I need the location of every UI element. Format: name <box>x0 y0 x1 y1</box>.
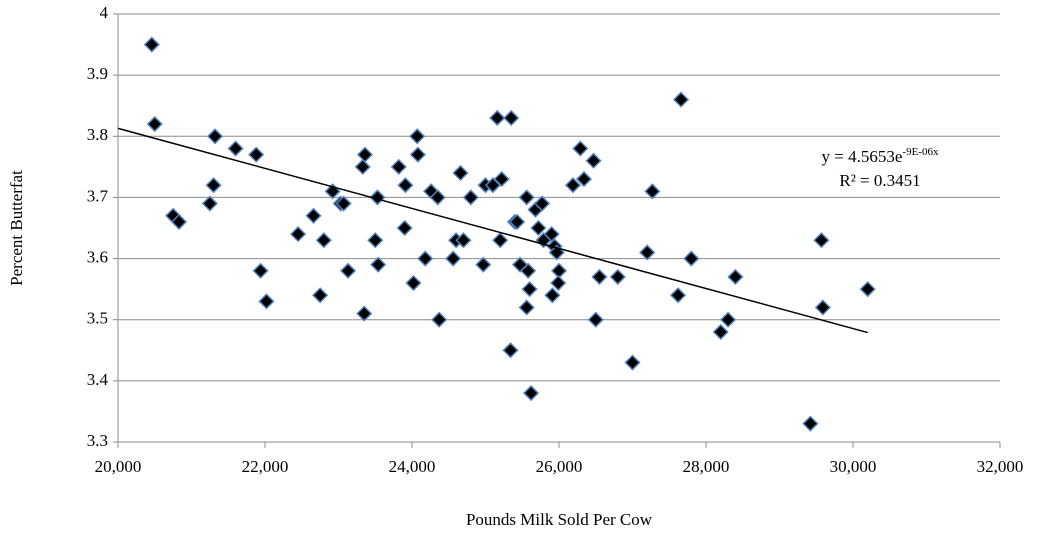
data-point <box>530 219 547 237</box>
data-point <box>521 281 538 298</box>
data-point <box>518 299 535 316</box>
y-tick-label: 4 <box>100 3 109 22</box>
x-tick-label: 30,000 <box>830 457 877 476</box>
data-point <box>550 262 568 279</box>
y-tick-label: 3.4 <box>87 370 109 389</box>
data-point <box>644 183 661 200</box>
data-point <box>462 189 479 206</box>
data-point <box>315 232 332 249</box>
data-point <box>206 128 224 145</box>
data-point <box>814 299 831 316</box>
data-point <box>509 213 526 230</box>
data-point <box>455 232 472 249</box>
x-axis-label: Pounds Milk Sold Per Cow <box>466 510 653 529</box>
data-point <box>367 232 384 249</box>
data-point <box>370 256 387 273</box>
data-point <box>727 268 744 285</box>
data-point <box>146 115 163 133</box>
data-point <box>305 207 322 224</box>
data-point <box>429 189 446 206</box>
x-tick-label: 26,000 <box>536 457 583 476</box>
y-tick-label: 3.8 <box>87 125 108 144</box>
x-tick-label: 28,000 <box>683 457 730 476</box>
data-point <box>534 195 551 212</box>
data-point <box>489 109 506 127</box>
x-tick-label: 20,000 <box>95 457 142 476</box>
data-point <box>258 293 275 310</box>
data-point <box>405 274 422 292</box>
data-point <box>518 189 535 206</box>
data-point <box>390 158 407 175</box>
data-point <box>409 146 426 163</box>
data-point <box>445 250 462 267</box>
data-point <box>369 189 386 206</box>
data-point <box>548 244 565 261</box>
data-point <box>248 146 265 163</box>
data-point <box>591 268 608 285</box>
data-point <box>335 195 352 212</box>
x-tick-label: 32,000 <box>977 457 1024 476</box>
data-point <box>409 128 426 145</box>
data-point <box>564 177 582 194</box>
y-tick-label: 3.5 <box>87 309 108 328</box>
data-point <box>339 262 357 279</box>
data-point <box>587 311 604 328</box>
data-point <box>170 213 188 230</box>
data-point <box>712 323 729 341</box>
data-point <box>572 140 589 157</box>
data-point <box>624 354 641 371</box>
data-point <box>201 195 218 212</box>
data-point <box>683 250 700 267</box>
data-point <box>609 268 626 285</box>
data-point <box>543 226 560 243</box>
r-squared: R² = 0.3451 <box>839 171 920 190</box>
data-point <box>639 244 656 261</box>
data-point <box>503 109 520 127</box>
data-point <box>813 232 830 249</box>
data-point <box>493 171 510 188</box>
data-point <box>252 262 269 279</box>
equation-exponent: -9E-06x <box>902 146 939 158</box>
data-point <box>143 36 160 53</box>
data-point <box>356 305 373 322</box>
equation-base: y = 4.5653e <box>822 147 903 166</box>
data-point <box>312 287 329 304</box>
data-point <box>475 256 492 273</box>
trend-equation: y = 4.5653e-9E-06x <box>822 146 939 166</box>
data-point <box>354 158 371 175</box>
data-point <box>324 183 341 200</box>
data-point <box>227 140 244 157</box>
data-point <box>356 146 374 163</box>
data-point <box>520 262 537 279</box>
data-point <box>397 177 414 194</box>
y-tick-label: 3.7 <box>87 186 109 205</box>
data-point <box>802 415 819 432</box>
data-point <box>719 311 737 328</box>
data-point <box>417 250 434 267</box>
x-tick-label: 24,000 <box>389 457 436 476</box>
data-point <box>859 281 876 298</box>
data-point <box>523 385 540 402</box>
data-point <box>502 342 519 359</box>
data-point <box>290 226 307 243</box>
y-tick-label: 3.3 <box>87 431 108 450</box>
data-point <box>550 274 567 292</box>
trendline <box>117 127 868 334</box>
data-point <box>396 219 413 237</box>
y-tick-label: 3.6 <box>87 247 108 266</box>
data-point <box>544 287 561 304</box>
data-point <box>670 287 687 304</box>
x-tick-label: 22,000 <box>242 457 289 476</box>
data-point <box>585 152 602 169</box>
data-point <box>492 232 509 249</box>
data-point <box>452 164 469 182</box>
y-tick-label: 3.9 <box>87 64 108 83</box>
data-point <box>575 171 593 188</box>
data-point <box>205 177 222 194</box>
data-point <box>511 256 529 273</box>
y-axis-label: Percent Butterfat <box>7 170 26 286</box>
data-point <box>431 311 448 328</box>
data-point <box>672 91 690 108</box>
